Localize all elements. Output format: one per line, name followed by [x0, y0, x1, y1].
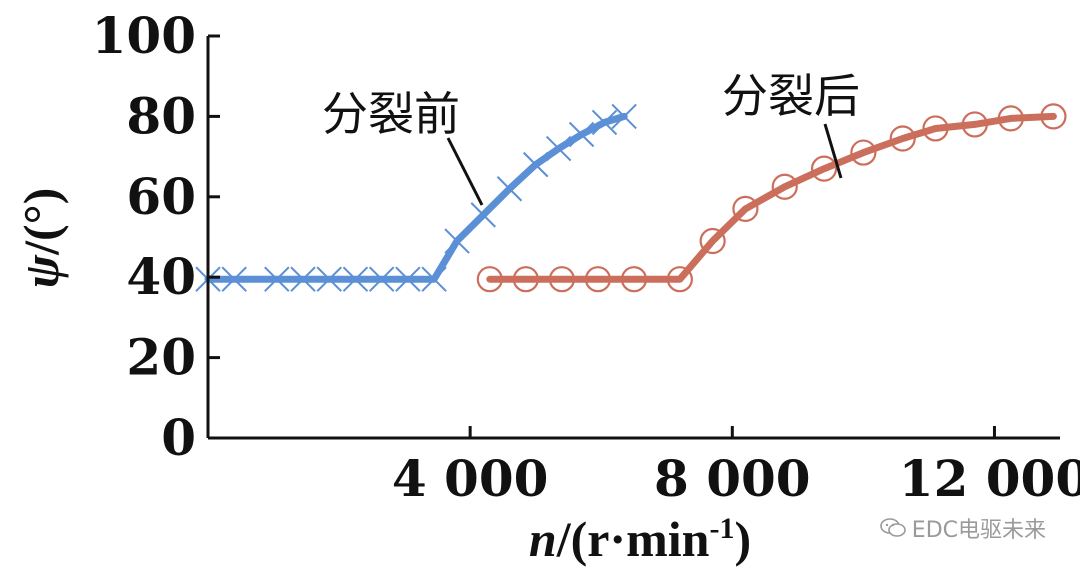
- plot-area: [195, 103, 1067, 293]
- x-tick-label: 12 000: [899, 449, 1080, 508]
- data-point: [771, 173, 798, 200]
- data-point: [584, 266, 612, 293]
- x-tick-label: 4 000: [392, 449, 549, 508]
- data-point: [548, 266, 576, 293]
- data-point: [889, 125, 916, 152]
- y-ticks: 0 20 40 60 80 100: [92, 6, 220, 467]
- data-point: [810, 155, 838, 182]
- data-point: [732, 195, 759, 222]
- series-1: [476, 103, 1067, 293]
- data-point: [395, 266, 421, 292]
- data-point: [368, 266, 395, 292]
- y-tick-label: 60: [126, 167, 196, 226]
- series-0: [195, 103, 637, 292]
- x-tick-label: 8 000: [654, 449, 811, 508]
- series-pointer-before: [446, 137, 484, 206]
- watermark: EDC电驱未来: [879, 512, 1046, 544]
- data-point: [545, 135, 572, 162]
- series-line: [486, 112, 1057, 283]
- data-point: [699, 227, 726, 255]
- y-tick-label: 40: [126, 247, 196, 306]
- data-point: [611, 103, 637, 130]
- data-point: [522, 151, 549, 178]
- data-point: [421, 266, 447, 292]
- wechat-icon: [879, 518, 906, 537]
- data-point: [512, 266, 539, 293]
- data-point: [496, 176, 523, 202]
- data-point: [316, 266, 342, 292]
- data-point: [666, 266, 693, 293]
- data-point: [961, 111, 988, 138]
- data-point: [264, 266, 290, 292]
- data-point: [290, 266, 316, 292]
- data-point: [850, 139, 877, 166]
- series-label-after: 分裂后: [722, 69, 860, 123]
- y-axis-title: ψ/(°): [13, 188, 69, 289]
- data-point: [470, 202, 496, 228]
- data-point: [568, 121, 595, 148]
- watermark-text: EDC电驱未来: [911, 518, 1046, 543]
- data-point: [444, 228, 470, 254]
- x-axis-title: n/(r·min-1): [529, 511, 751, 567]
- data-point: [922, 115, 949, 142]
- y-tick-label: 100: [92, 6, 196, 65]
- x-ticks: 4 000 8 000 12 000: [392, 426, 1080, 508]
- data-point: [591, 109, 618, 136]
- y-tick-label: 0: [161, 408, 196, 467]
- data-point: [221, 266, 247, 292]
- y-tick-label: 80: [126, 86, 196, 145]
- series-pointer-after: [823, 123, 843, 179]
- data-point: [342, 266, 369, 292]
- series-label-before: 分裂前: [322, 87, 460, 141]
- data-point: [620, 266, 648, 293]
- data-point: [1040, 103, 1067, 130]
- y-tick-label: 20: [126, 328, 196, 387]
- data-point: [997, 105, 1024, 132]
- data-point: [476, 266, 503, 293]
- axes: [206, 36, 1060, 440]
